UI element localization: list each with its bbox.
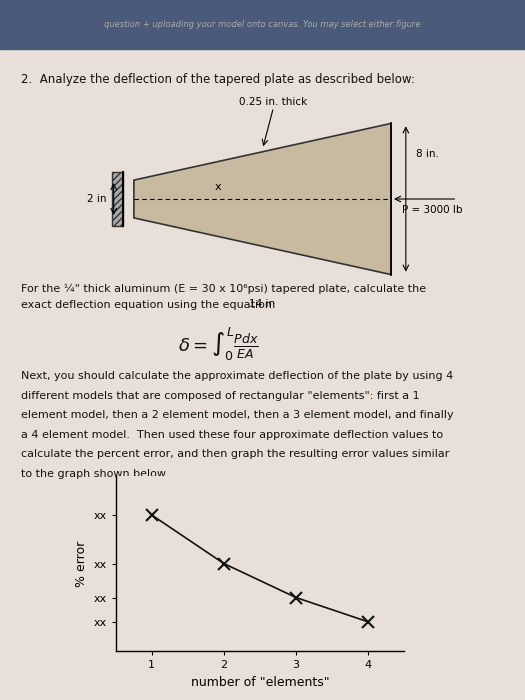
Polygon shape: [134, 123, 391, 274]
Text: For the ¼" thick aluminum (E = 30 x 10⁶psi) tapered plate, calculate the: For the ¼" thick aluminum (E = 30 x 10⁶p…: [21, 284, 426, 294]
Text: a 4 element model.  Then used these four approximate deflection values to: a 4 element model. Then used these four …: [21, 430, 443, 440]
Text: 2 in: 2 in: [87, 194, 107, 204]
Text: to the graph shown below.: to the graph shown below.: [21, 469, 169, 479]
Y-axis label: % error: % error: [75, 540, 88, 587]
Text: different models that are composed of rectangular "elements": first a 1: different models that are composed of re…: [21, 391, 419, 400]
Text: Next, you should calculate the approximate deflection of the plate by using 4: Next, you should calculate the approxima…: [21, 371, 453, 381]
Text: 14 in: 14 in: [249, 299, 276, 309]
Text: exact deflection equation using the equation:: exact deflection equation using the equa…: [21, 300, 276, 309]
Text: x: x: [215, 182, 222, 192]
Text: P = 3000 lb: P = 3000 lb: [402, 205, 463, 215]
Polygon shape: [112, 172, 123, 226]
Text: question + uploading your model onto canvas. You may select either figure: question + uploading your model onto can…: [104, 20, 421, 29]
Text: 8 in.: 8 in.: [416, 148, 439, 159]
Text: 2.  Analyze the deflection of the tapered plate as described below:: 2. Analyze the deflection of the tapered…: [21, 74, 415, 87]
Text: calculate the percent error, and then graph the resulting error values similar: calculate the percent error, and then gr…: [21, 449, 449, 459]
Text: $\delta = \int_0^L \frac{Pdx}{EA}$: $\delta = \int_0^L \frac{Pdx}{EA}$: [178, 326, 259, 363]
X-axis label: number of "elements": number of "elements": [191, 676, 329, 689]
Bar: [0, 0, 525, 49]
Text: element model, then a 2 element model, then a 3 element model, and finally: element model, then a 2 element model, t…: [21, 410, 454, 420]
Text: 0.25 in. thick: 0.25 in. thick: [239, 97, 308, 107]
